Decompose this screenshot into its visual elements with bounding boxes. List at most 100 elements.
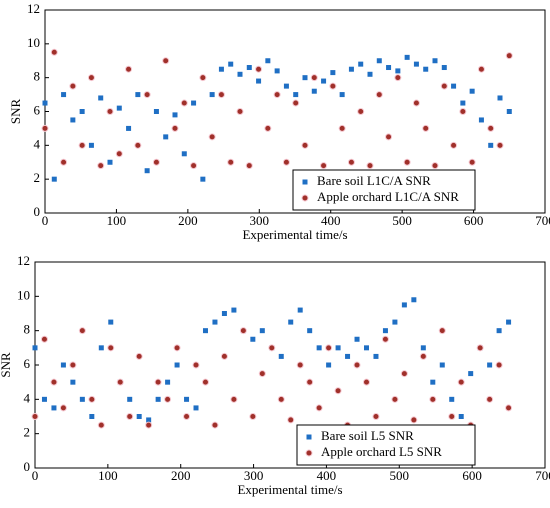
point <box>236 108 244 115</box>
point <box>505 404 513 412</box>
x-tick-label: 0 <box>32 468 39 483</box>
point <box>392 319 398 325</box>
point <box>403 158 411 166</box>
x-tick-label: 300 <box>250 213 270 228</box>
point <box>88 395 96 403</box>
point <box>59 404 67 412</box>
point <box>268 344 276 352</box>
point <box>245 162 253 170</box>
point <box>325 344 333 352</box>
point <box>134 141 142 149</box>
x-tick-label: 400 <box>317 468 337 483</box>
point <box>401 302 407 308</box>
point <box>107 344 115 352</box>
point <box>221 311 227 316</box>
y-tick-label: 2 <box>34 170 41 185</box>
point <box>127 396 133 402</box>
point <box>239 327 247 335</box>
point <box>400 370 408 378</box>
point <box>441 65 447 71</box>
legend-label: Bare soil L5 SNR <box>321 428 414 443</box>
point <box>306 434 312 440</box>
point <box>70 379 76 385</box>
point <box>165 379 171 385</box>
point <box>211 421 219 429</box>
point <box>115 150 123 158</box>
point <box>432 58 438 64</box>
point <box>423 66 429 72</box>
point <box>431 162 439 170</box>
point <box>190 162 198 170</box>
y-tick-label: 0 <box>34 204 41 219</box>
point <box>144 168 150 174</box>
point <box>394 74 402 82</box>
point <box>70 117 76 123</box>
point <box>172 112 178 118</box>
point <box>208 133 216 141</box>
x-tick-label: 400 <box>321 213 341 228</box>
point <box>334 387 342 395</box>
point <box>459 108 467 115</box>
point <box>288 319 294 325</box>
point <box>231 307 237 313</box>
point <box>258 370 266 378</box>
point <box>61 92 67 98</box>
x-tick-label: 500 <box>392 213 412 228</box>
point <box>329 82 337 90</box>
point <box>201 378 209 386</box>
point <box>412 99 420 107</box>
point <box>395 68 401 74</box>
point <box>440 82 448 90</box>
point <box>381 335 389 343</box>
point <box>496 328 502 334</box>
point <box>347 158 355 166</box>
point <box>385 133 393 141</box>
point <box>192 361 200 369</box>
point <box>191 100 197 106</box>
point <box>293 92 299 98</box>
point <box>278 353 284 359</box>
point <box>200 176 206 182</box>
point <box>107 159 113 165</box>
point <box>69 82 77 90</box>
point <box>78 141 86 149</box>
point <box>116 378 124 386</box>
point <box>264 124 272 132</box>
point <box>98 345 104 351</box>
point <box>259 328 265 334</box>
point <box>69 361 77 369</box>
point <box>217 91 225 99</box>
y-tick-label: 4 <box>34 136 41 151</box>
point <box>181 151 187 157</box>
point <box>302 179 308 185</box>
point <box>246 65 252 71</box>
point <box>391 395 399 403</box>
point <box>321 78 327 84</box>
point <box>373 353 379 359</box>
point <box>439 362 445 368</box>
point <box>468 371 474 377</box>
point <box>227 158 235 166</box>
point <box>422 124 430 132</box>
point <box>338 124 346 132</box>
point <box>326 362 332 368</box>
x-tick-label: 300 <box>244 468 264 483</box>
point <box>250 336 256 342</box>
point <box>277 395 285 403</box>
point <box>162 57 170 65</box>
point <box>366 162 374 170</box>
point <box>108 319 114 325</box>
point <box>40 335 48 343</box>
point <box>411 297 417 303</box>
point <box>209 92 215 98</box>
point <box>297 307 303 313</box>
point <box>375 91 383 99</box>
point <box>237 71 243 77</box>
point <box>306 378 314 386</box>
point <box>478 117 484 123</box>
point <box>152 158 160 166</box>
point <box>256 78 262 84</box>
point <box>477 65 485 73</box>
y-tick-label: 12 <box>17 253 30 268</box>
point <box>335 345 341 351</box>
